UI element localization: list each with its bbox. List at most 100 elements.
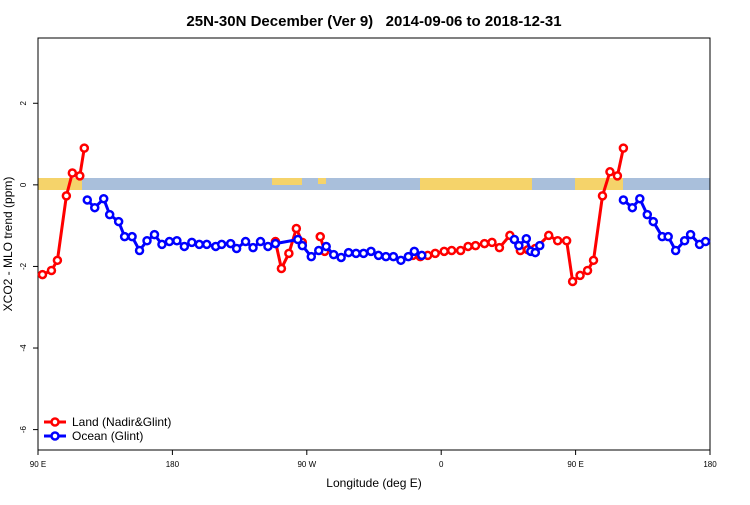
- data-point: [479, 238, 490, 249]
- data-point: [336, 252, 346, 263]
- data-point: [535, 240, 545, 251]
- data-point: [142, 235, 152, 246]
- data-point: [248, 242, 258, 253]
- data-point: [328, 249, 339, 260]
- data-point: [284, 248, 294, 259]
- x-tick-label: 180: [166, 460, 180, 469]
- data-point: [582, 265, 593, 276]
- data-point: [575, 270, 585, 281]
- x-tick-label: 90 E: [567, 460, 583, 469]
- data-point: [306, 251, 317, 262]
- data-point: [157, 239, 167, 250]
- data-point: [514, 240, 524, 251]
- data-point: [194, 239, 205, 250]
- data-point: [463, 241, 473, 252]
- y-tick-label: -6: [19, 426, 28, 434]
- data-point: [685, 229, 696, 240]
- data-point: [618, 195, 629, 205]
- plot-frame: [37, 37, 711, 451]
- y-tick-label: 2: [19, 100, 28, 105]
- data-point: [297, 240, 308, 251]
- x-tick-label: 0: [439, 460, 444, 469]
- data-point: [187, 237, 197, 248]
- data-point: [396, 255, 406, 266]
- data-point: [343, 247, 354, 258]
- data-point: [240, 236, 251, 247]
- data-point: [627, 202, 638, 213]
- data-point: [509, 234, 520, 245]
- data-point: [179, 241, 190, 252]
- data-point: [648, 216, 659, 227]
- data-point: [113, 216, 124, 227]
- data-point: [417, 250, 427, 261]
- data-point: [543, 230, 554, 241]
- data-point: [388, 251, 399, 262]
- data-point: [439, 246, 449, 257]
- data-point: [134, 245, 145, 256]
- data-point: [455, 245, 466, 256]
- data-point: [75, 171, 85, 181]
- data-point: [225, 238, 236, 249]
- data-point: [313, 245, 324, 256]
- legend-marker: [50, 417, 60, 427]
- data-point: [231, 243, 242, 254]
- data-point: [521, 233, 532, 244]
- data-point: [700, 236, 711, 247]
- x-axis-title: Longitude (deg E): [326, 476, 421, 490]
- data-point: [61, 191, 72, 201]
- data-point: [149, 229, 160, 240]
- data-point: [98, 193, 109, 204]
- data-point: [89, 202, 100, 213]
- data-point: [670, 245, 681, 256]
- data-point: [52, 255, 63, 266]
- data-point: [321, 241, 331, 252]
- data-point: [612, 171, 623, 181]
- data-point: [494, 242, 505, 253]
- data-point: [315, 231, 325, 242]
- data-point: [567, 276, 578, 287]
- data-point: [358, 248, 369, 259]
- data-point: [487, 237, 497, 248]
- data-point: [381, 251, 391, 262]
- legend-label: Ocean (Glint): [72, 429, 143, 443]
- data-point: [293, 234, 303, 245]
- data-point: [127, 231, 137, 242]
- data-point: [351, 248, 361, 259]
- data-point: [663, 231, 673, 242]
- data-point: [216, 239, 227, 250]
- data-point: [605, 167, 615, 177]
- data-point: [104, 209, 115, 220]
- data-point: [67, 168, 78, 178]
- data-point: [561, 235, 572, 246]
- data-point: [255, 236, 266, 247]
- data-point: [201, 239, 212, 250]
- y-tick-label: -2: [19, 262, 28, 270]
- data-point: [263, 241, 273, 252]
- land-ocean-strip: [38, 178, 710, 190]
- series-line: [86, 195, 707, 262]
- data-point: [618, 143, 629, 153]
- data-point: [276, 263, 287, 274]
- data-point: [679, 235, 690, 246]
- data-point: [409, 246, 420, 257]
- data-point: [446, 245, 457, 256]
- data-point: [79, 143, 90, 153]
- data-point: [470, 240, 481, 251]
- y-tick-label: 0: [19, 182, 28, 187]
- data-point: [597, 191, 608, 201]
- data-point: [46, 265, 57, 276]
- chart-title: 25N-30N December (Ver 9) 2014-09-06 to 2…: [186, 13, 561, 30]
- legend-label: Land (Nadir&Glint): [72, 415, 171, 429]
- data-point: [164, 236, 175, 247]
- data-point: [37, 269, 48, 280]
- data-point: [588, 255, 599, 266]
- x-tick-label: 90 W: [297, 460, 316, 469]
- data-point: [403, 251, 414, 262]
- data-point: [270, 238, 281, 249]
- data-point: [642, 209, 653, 220]
- data-point: [291, 223, 302, 234]
- data-point: [530, 247, 541, 258]
- data-point: [373, 250, 384, 261]
- data-point: [172, 235, 182, 246]
